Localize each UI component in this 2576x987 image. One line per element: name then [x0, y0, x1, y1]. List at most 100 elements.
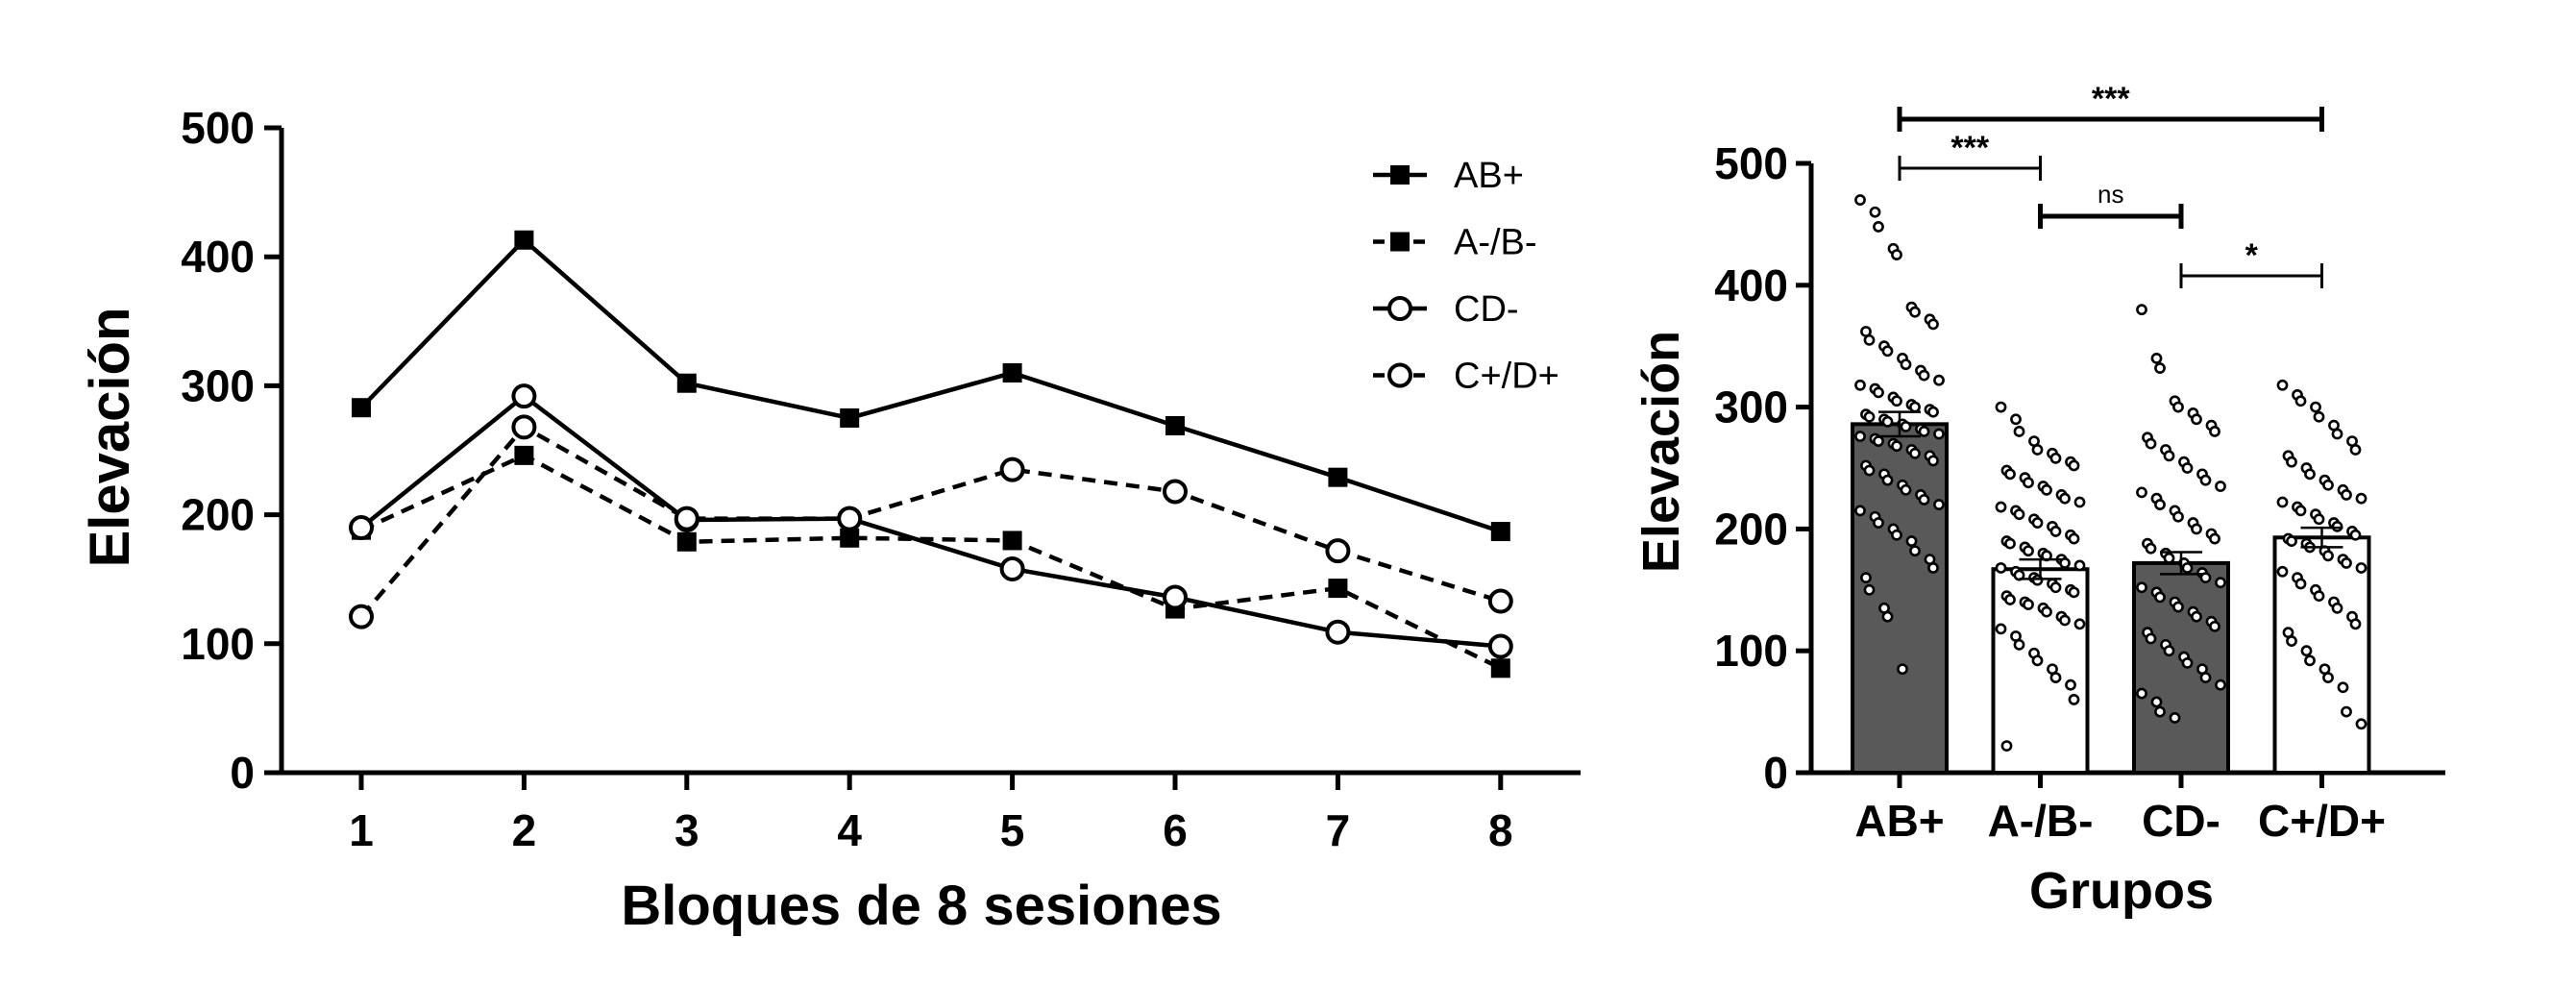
legend-label: CD-: [1454, 289, 1519, 330]
data-point: [1891, 395, 1902, 407]
data-point: [1002, 531, 1022, 551]
data-point: [2023, 599, 2034, 610]
bar-chart-bars: [1851, 422, 2371, 776]
bar-chart-y-tick-label: 300: [1714, 382, 1788, 432]
data-point: [1863, 410, 1876, 423]
legend-item-abplus: AB+: [1373, 156, 1524, 196]
legend-label: A-/B-: [1454, 223, 1537, 263]
data-point: [2145, 437, 2157, 450]
data-point: [2010, 413, 2022, 426]
points-cdminus: [2136, 304, 2226, 724]
data-point: [1873, 386, 1884, 399]
data-point: [1325, 619, 1351, 645]
data-point: [1002, 362, 1022, 382]
significance-bracket-4: *: [2179, 237, 2323, 288]
data-point: [2331, 602, 2343, 614]
data-point: [1854, 194, 1866, 206]
bar-chart-x-tick-label: AB+: [1854, 796, 1944, 846]
bar-cplus-dplus: [2272, 535, 2371, 775]
data-point: [1909, 447, 1921, 459]
data-point: [2294, 578, 2307, 590]
line-chart-legend: AB+ A-/B- CD- C+/D+: [1373, 156, 1559, 397]
data-point: [2294, 505, 2307, 517]
line-chart-y-tick-label: 0: [230, 748, 255, 798]
data-point: [1873, 435, 1884, 448]
data-point: [2136, 687, 2147, 700]
line-chart-x-tick-label: 4: [837, 805, 862, 855]
significance-label: ns: [2098, 180, 2123, 209]
data-point: [1860, 572, 1872, 584]
legend-label: C+/D+: [1454, 357, 1559, 397]
data-point: [1918, 494, 1930, 506]
data-point: [2172, 401, 2184, 413]
line-chart-y-tick-label: 100: [181, 619, 255, 669]
data-point: [1909, 401, 1921, 413]
data-point: [1881, 345, 1894, 358]
data-point: [840, 528, 860, 548]
data-point: [1881, 610, 1894, 623]
data-point: [2286, 535, 2297, 547]
data-point: [1854, 505, 1866, 517]
data-point: [2004, 537, 2016, 550]
data-point: [2191, 413, 2202, 426]
data-point: [2300, 645, 2313, 657]
data-point: [2322, 672, 2334, 683]
data-point: [1873, 221, 1884, 233]
error-bars: [1878, 410, 2343, 580]
data-point: [1854, 379, 1866, 391]
data-point: [1900, 483, 1912, 496]
data-point: [2004, 594, 2016, 605]
data-point: [999, 555, 1025, 581]
data-point: [2310, 401, 2321, 413]
data-point: [1163, 479, 1188, 505]
data-point: [2023, 477, 2034, 489]
data-point: [1995, 562, 2007, 574]
data-point: [2322, 479, 2334, 491]
data-point: [999, 456, 1025, 482]
legend-label: AB+: [1454, 156, 1524, 196]
data-point: [1328, 467, 1348, 487]
data-point: [2013, 508, 2025, 521]
data-point: [2049, 452, 2062, 464]
bar-chart-x-axis-title: Grupos: [2029, 862, 2214, 920]
significance-bracket-2: ***: [1898, 130, 2042, 181]
data-point: [1909, 545, 1921, 557]
legend-item-cplus-dplus: C+/D+: [1373, 357, 1559, 397]
line-chart-y-tick-label: 200: [181, 490, 255, 540]
data-point: [1918, 426, 1930, 437]
data-point: [511, 383, 537, 409]
data-point: [2181, 462, 2194, 474]
data-point: [2154, 705, 2166, 718]
significance-bracket-1: ***: [1897, 81, 2324, 132]
data-point: [2199, 474, 2212, 486]
bar-cdminus: [2132, 560, 2230, 775]
data-point: [2068, 694, 2080, 705]
data-point: [2337, 681, 2349, 694]
data-point: [2136, 581, 2147, 594]
data-point: [2073, 618, 2086, 630]
data-point: [2172, 510, 2184, 523]
data-point: [1891, 249, 1902, 260]
data-point: [2154, 499, 2166, 510]
data-point: [2136, 486, 2147, 499]
line-chart-x-tick-label: 7: [1326, 805, 1351, 855]
data-point: [2031, 517, 2044, 529]
data-point: [2145, 632, 2157, 645]
data-point: [1863, 583, 1876, 596]
data-point: [1918, 369, 1930, 382]
line-chart-y-axis-title: Elevación: [79, 308, 141, 568]
data-point: [1900, 358, 1912, 371]
data-point: [2331, 520, 2343, 532]
data-point: [2013, 426, 2025, 437]
data-point: [2215, 577, 2226, 589]
significance-label: *: [2245, 237, 2259, 274]
data-point: [1933, 499, 1945, 510]
legend-marker: [1390, 232, 1410, 252]
data-point: [2304, 468, 2316, 481]
line-chart-y-tick-label: 500: [181, 103, 255, 153]
line-chart-x-tick-label: 1: [349, 805, 374, 855]
data-point: [2181, 656, 2194, 669]
bar-chart-significance: *** *** ns *: [1897, 81, 2324, 288]
data-point: [2209, 620, 2220, 632]
data-point: [1163, 584, 1188, 610]
